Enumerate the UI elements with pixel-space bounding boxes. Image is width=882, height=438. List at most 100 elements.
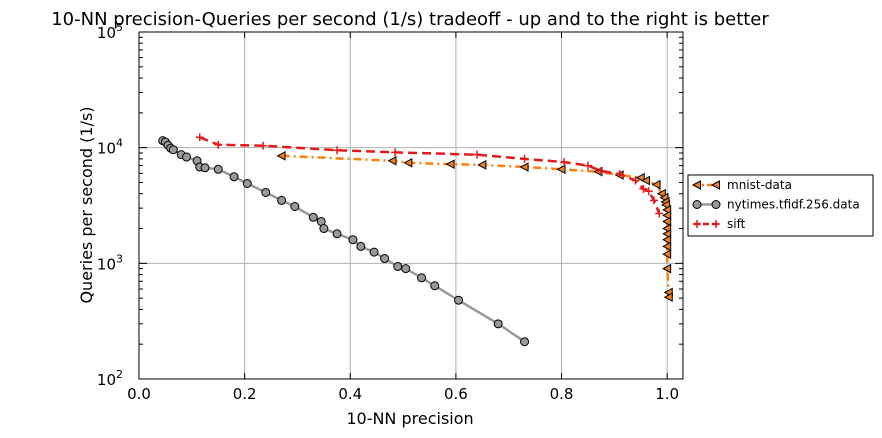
legend-label: nytimes.tfidf.256.data xyxy=(727,198,860,212)
data-point xyxy=(583,161,592,170)
chart-title: 10-NN precision-Queries per second (1/s)… xyxy=(51,9,769,30)
series-1 xyxy=(276,150,673,302)
series-line xyxy=(281,154,670,298)
data-point xyxy=(213,164,223,174)
data-point xyxy=(276,150,286,161)
y-axis-label: Queries per second (1/s) xyxy=(77,106,96,303)
data-point xyxy=(593,166,603,177)
data-point xyxy=(631,176,640,185)
data-point xyxy=(615,170,624,179)
data-point xyxy=(639,184,648,193)
legend: mnist-data nytimes.tfidf.256.data sift xyxy=(687,174,874,237)
data-point xyxy=(229,172,239,182)
data-point xyxy=(651,179,661,190)
data-point xyxy=(242,179,252,189)
x-tick-label: 0.0 xyxy=(127,385,151,403)
legend-entry: sift xyxy=(693,217,746,231)
data-point xyxy=(380,254,390,264)
x-tick-label: 0.4 xyxy=(338,385,362,403)
data-point xyxy=(644,187,653,196)
series-line xyxy=(199,136,661,214)
legend-label: sift xyxy=(727,217,746,231)
data-point xyxy=(560,158,569,167)
data-point xyxy=(692,200,702,209)
data-point xyxy=(195,133,204,142)
data-point xyxy=(520,337,530,347)
x-tick-label: 0.2 xyxy=(233,385,257,403)
x-tick-label: 1.0 xyxy=(655,385,679,403)
data-point xyxy=(308,212,318,222)
data-point xyxy=(640,175,651,186)
data-point xyxy=(712,220,720,228)
y-tick-exponent: 4 xyxy=(116,137,123,150)
data-point xyxy=(635,172,645,183)
data-point xyxy=(662,241,672,252)
data-point xyxy=(519,162,529,172)
data-point xyxy=(649,196,658,205)
data-point xyxy=(369,247,379,257)
data-point xyxy=(182,152,192,162)
y-tick-base: 10 xyxy=(97,140,116,158)
data-point xyxy=(277,195,287,205)
data-point xyxy=(662,234,672,245)
data-point xyxy=(662,210,672,221)
data-point xyxy=(417,273,427,283)
series-2 xyxy=(158,136,530,347)
y-tick-exponent: 5 xyxy=(116,21,123,34)
data-point xyxy=(477,160,487,170)
y-tick-base: 10 xyxy=(97,255,116,273)
data-point xyxy=(691,180,701,190)
data-point xyxy=(261,187,271,197)
data-point xyxy=(662,228,672,239)
data-point xyxy=(319,224,329,234)
x-axis-label: 10-NN precision xyxy=(346,409,473,428)
data-point xyxy=(214,140,223,149)
data-point xyxy=(387,155,397,166)
y-tick-label: 104 xyxy=(97,137,123,158)
data-point xyxy=(445,159,455,170)
y-tick-exponent: 3 xyxy=(116,252,123,265)
plot-frame xyxy=(138,31,684,380)
data-point xyxy=(556,164,566,175)
data-point xyxy=(662,263,672,274)
data-point xyxy=(473,150,482,159)
data-point xyxy=(710,180,720,190)
data-point xyxy=(663,292,673,302)
data-point xyxy=(393,261,403,271)
data-point xyxy=(520,154,529,163)
data-point xyxy=(493,319,503,329)
data-point xyxy=(259,141,268,150)
data-point xyxy=(168,145,178,155)
y-tick-base: 10 xyxy=(97,24,116,42)
x-tick-label: 0.8 xyxy=(550,385,574,403)
data-point xyxy=(662,216,672,227)
grid xyxy=(138,32,683,379)
data-point xyxy=(454,295,464,305)
data-point xyxy=(200,163,210,173)
data-point xyxy=(430,281,440,291)
data-point xyxy=(391,148,400,157)
data-point xyxy=(662,249,672,260)
data-point xyxy=(693,220,701,228)
y-tick-base: 10 xyxy=(97,371,116,389)
data-point xyxy=(655,209,664,218)
series-layer xyxy=(158,133,673,347)
legend-label: mnist-data xyxy=(727,178,792,192)
y-tick-label: 105 xyxy=(97,21,123,42)
data-point xyxy=(290,201,300,211)
data-point xyxy=(597,166,606,175)
legend-entry: mnist-data xyxy=(691,178,792,192)
data-point xyxy=(401,264,411,274)
y-tick-label: 102 xyxy=(97,368,123,389)
data-point xyxy=(332,229,342,239)
data-point xyxy=(711,200,721,209)
x-tick-label: 0.6 xyxy=(444,385,468,403)
data-point xyxy=(403,157,413,168)
y-tick-exponent: 2 xyxy=(116,368,123,381)
series-3 xyxy=(195,133,664,218)
y-tick-label: 103 xyxy=(97,252,123,273)
data-point xyxy=(333,146,342,155)
data-point xyxy=(356,241,366,251)
